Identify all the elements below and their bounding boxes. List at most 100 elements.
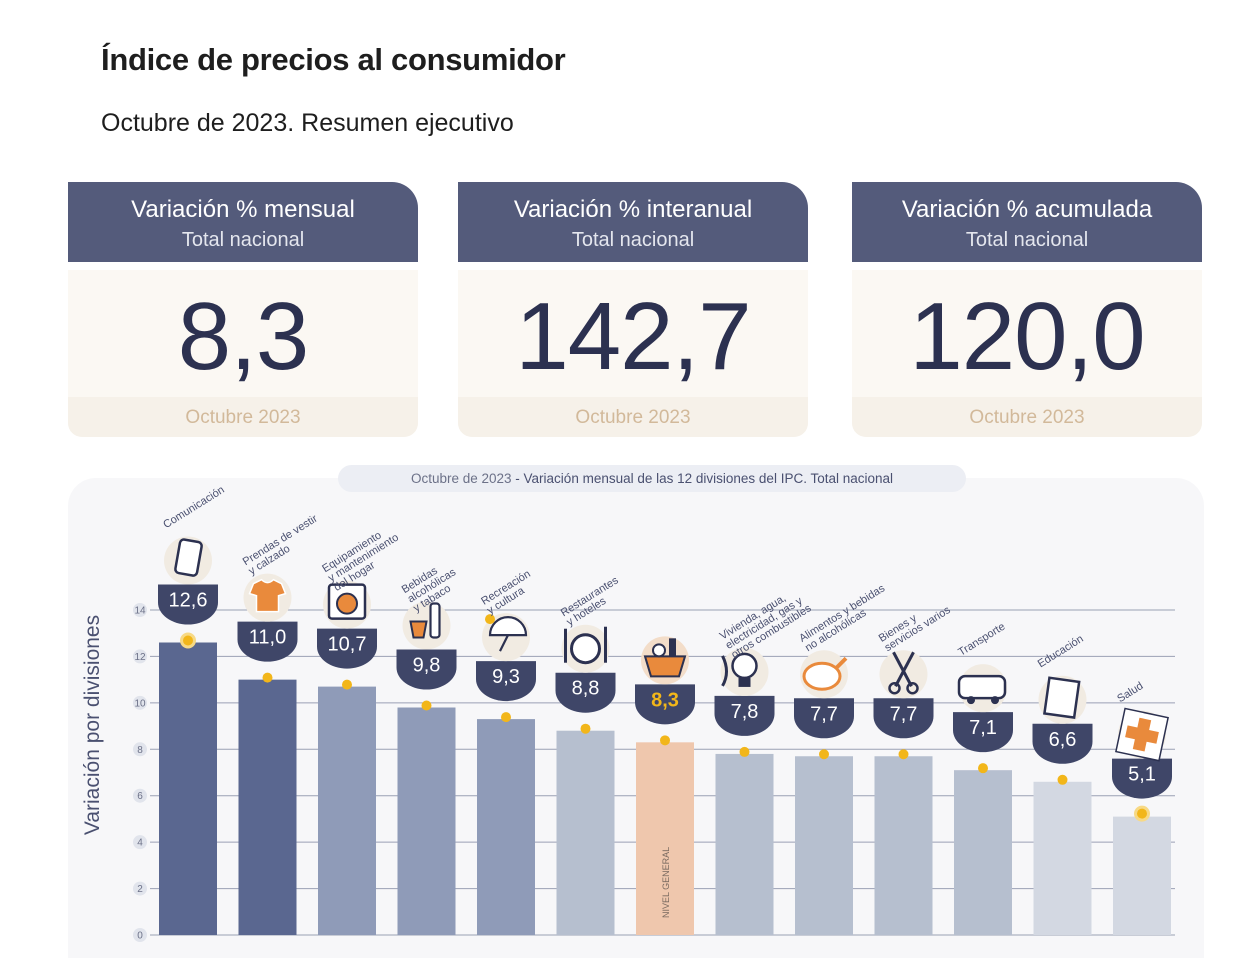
x-tick-label: Comunicación [161, 484, 226, 531]
badge-shape [158, 584, 218, 625]
value-badge: 10,7 [317, 628, 377, 669]
bar [318, 686, 376, 935]
cross [1125, 717, 1159, 752]
kpi-card-header: Variación % acumulada Total nacional [852, 182, 1202, 262]
bottle [669, 638, 676, 657]
tick-dot [133, 835, 147, 850]
basket [643, 655, 687, 678]
value-badge: 7,7 [794, 698, 854, 739]
value-marker [342, 679, 352, 690]
chart-caption-period: Octubre de 2023 [410, 471, 512, 486]
tick-dot [133, 649, 147, 664]
badge-shape [714, 695, 775, 736]
value-badge: 7,7 [873, 698, 934, 739]
produce [652, 643, 666, 658]
value-marker [421, 700, 432, 711]
badge-shape [237, 621, 298, 662]
data-label: 12,6 [169, 590, 208, 612]
drumstick [834, 656, 848, 670]
kpi-card-footer [852, 397, 1202, 437]
bar [636, 742, 694, 935]
y-tick-label: 14 [134, 606, 146, 617]
kpi-value: 142,7 [515, 283, 751, 390]
badge-shape [1032, 723, 1093, 764]
x-tick-label: Vivienda, agua,electricidad, gas yotros … [718, 583, 814, 661]
value-marker [580, 723, 591, 734]
value-marker [739, 746, 750, 757]
tick-dot [133, 695, 147, 710]
data-label: 9,8 [413, 655, 441, 677]
badge-shape [873, 698, 934, 739]
bar [397, 707, 456, 935]
bar [795, 756, 853, 935]
x-tick-label-line: Salud [1115, 680, 1145, 705]
kpi-subtitle: Total nacional [181, 229, 305, 251]
kpi-card-accumulated: Variación % acumulada Total nacional 120… [852, 182, 1202, 437]
data-label: 8,8 [572, 678, 600, 700]
phone-body [174, 538, 203, 577]
x-tick-label: Educación [1036, 633, 1086, 670]
tick-dot [133, 742, 147, 757]
badge-shape [396, 649, 457, 690]
value-badge: 6,6 [1032, 723, 1093, 764]
value-marker [501, 712, 511, 723]
badge-shape [953, 712, 1013, 753]
bar [715, 753, 774, 935]
x-tick-label: Alimentos y bebidasno alcohólicas [797, 582, 893, 654]
kpi-card-footer [68, 397, 418, 437]
x-tick-label: Restaurantesy hoteles [559, 574, 627, 628]
kpi-title: Variación % acumulada [901, 196, 1153, 223]
data-label: 9,3 [492, 666, 520, 688]
kpi-card-body: 120,0 Octubre 2023 [852, 270, 1202, 437]
bottle-glass-icon [402, 601, 451, 650]
washing-machine-icon [323, 580, 371, 629]
chicken-icon [800, 650, 848, 699]
badge-shape [1112, 758, 1172, 799]
kpi-card-monthly: Variación % mensual Total nacional 8,3 O… [68, 182, 418, 437]
badge-shape [635, 684, 695, 725]
blade-b [894, 651, 915, 687]
value-marker [262, 672, 273, 683]
medical-cross-icon [1115, 707, 1169, 762]
value-marker [183, 635, 193, 646]
scissors-icon [879, 650, 928, 699]
kpi-period: Octubre 2023 [575, 407, 691, 428]
tshirt-shape [248, 578, 287, 613]
blade-a [892, 651, 913, 687]
value-marker [978, 763, 988, 774]
tshirt-icon [243, 573, 292, 622]
y-tick-label: 0 [137, 931, 143, 942]
value-marker [660, 735, 670, 746]
wheel [991, 696, 999, 705]
book-icon [1038, 675, 1087, 724]
badge-shape [794, 698, 854, 739]
value-badge: 7,8 [714, 695, 775, 736]
tick-dot [133, 788, 147, 803]
data-label: 6,6 [1049, 729, 1077, 751]
bar [556, 730, 615, 935]
washer-door [336, 592, 358, 615]
bottle [429, 602, 441, 639]
page-title: Índice de precios al consumidor [101, 42, 566, 77]
badge-shape [317, 628, 377, 669]
x-tick-label: Salud [1115, 680, 1145, 705]
bar [159, 642, 217, 935]
x-tick-label: Bienes yservicios varios [877, 595, 953, 655]
kpi-card-body: 142,7 Octubre 2023 [458, 270, 808, 437]
tick-dot [133, 603, 147, 617]
bar [1033, 781, 1092, 935]
basket-icon [641, 636, 689, 685]
umbrella-pole [499, 634, 509, 652]
kpi-title: Variación % interanual [513, 196, 753, 223]
bulb-base [738, 677, 751, 687]
value-badge: 9,3 [476, 661, 536, 702]
y-tick-label: 2 [137, 884, 143, 895]
tick-dot [133, 881, 147, 896]
value-marker [1137, 808, 1147, 819]
y-tick-label: 12 [134, 652, 146, 663]
kpi-subtitle: Total nacional [965, 229, 1089, 251]
bar [1113, 816, 1171, 935]
bar [477, 719, 535, 935]
light-bulb-icon [720, 647, 769, 696]
